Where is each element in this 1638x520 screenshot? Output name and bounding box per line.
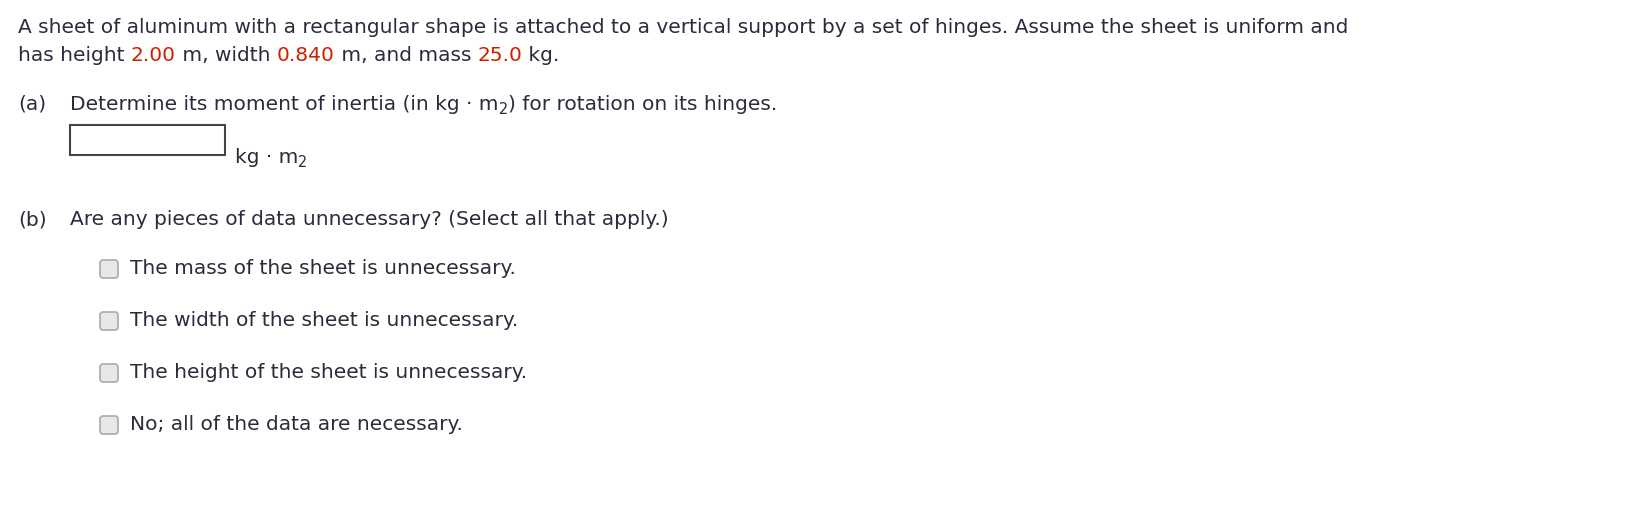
- FancyBboxPatch shape: [100, 416, 118, 434]
- FancyBboxPatch shape: [100, 260, 118, 278]
- Text: The mass of the sheet is unnecessary.: The mass of the sheet is unnecessary.: [129, 259, 516, 279]
- FancyBboxPatch shape: [100, 364, 118, 382]
- Text: 25.0: 25.0: [478, 46, 523, 65]
- Bar: [70, 125, 224, 155]
- Text: has height: has height: [18, 46, 131, 65]
- Text: kg.: kg.: [523, 46, 560, 65]
- Text: 2.00: 2.00: [131, 46, 175, 65]
- Text: 2: 2: [498, 102, 508, 117]
- Text: The width of the sheet is unnecessary.: The width of the sheet is unnecessary.: [129, 311, 518, 331]
- Text: ) for rotation on its hinges.: ) for rotation on its hinges.: [508, 95, 776, 114]
- Text: (b): (b): [18, 210, 46, 229]
- Text: 2: 2: [298, 154, 308, 170]
- Text: No; all of the data are necessary.: No; all of the data are necessary.: [129, 415, 464, 435]
- Text: Are any pieces of data unnecessary? (Select all that apply.): Are any pieces of data unnecessary? (Sel…: [70, 210, 668, 229]
- Text: 0.840: 0.840: [277, 46, 334, 65]
- Text: A sheet of aluminum with a rectangular shape is attached to a vertical support b: A sheet of aluminum with a rectangular s…: [18, 18, 1348, 37]
- Text: kg · m: kg · m: [234, 148, 298, 166]
- Text: m, width: m, width: [175, 46, 277, 65]
- Text: The height of the sheet is unnecessary.: The height of the sheet is unnecessary.: [129, 363, 527, 383]
- Text: (a): (a): [18, 95, 46, 114]
- Text: m, and mass: m, and mass: [334, 46, 478, 65]
- FancyBboxPatch shape: [100, 312, 118, 330]
- Text: Determine its moment of inertia (in kg · m: Determine its moment of inertia (in kg ·…: [70, 95, 498, 114]
